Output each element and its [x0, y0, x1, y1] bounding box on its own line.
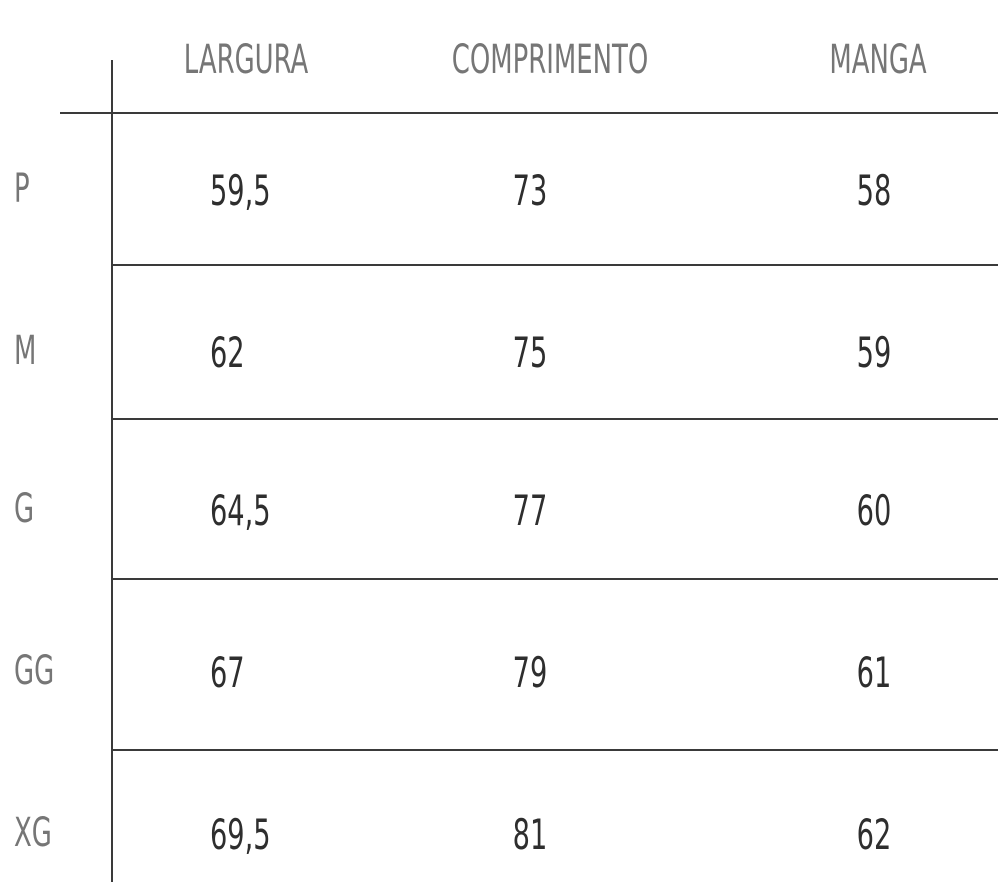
row-label-size: P: [14, 166, 30, 212]
cell-manga: 59: [856, 328, 892, 377]
cell-comprimento: 81: [512, 810, 548, 859]
cell-largura: 62: [210, 328, 245, 377]
cell-manga: 61: [856, 648, 892, 697]
cell-largura: 67: [210, 648, 245, 697]
cell-manga: 58: [856, 166, 892, 215]
cell-manga: 60: [856, 486, 892, 535]
row-divider: [111, 749, 998, 751]
row-divider: [111, 578, 998, 580]
row-divider: [111, 418, 998, 420]
cell-comprimento: 75: [512, 328, 548, 377]
cell-largura: 69,5: [210, 810, 271, 859]
cell-largura: 64,5: [210, 486, 271, 535]
cell-comprimento: 77: [512, 486, 548, 535]
vertical-divider: [111, 60, 113, 882]
row-label-size: M: [14, 328, 37, 374]
column-header-largura: LARGURA: [183, 37, 309, 83]
row-label-size: GG: [14, 648, 55, 694]
column-header-comprimento: COMPRIMENTO: [451, 37, 649, 83]
header-divider: [60, 112, 998, 114]
cell-comprimento: 73: [512, 166, 548, 215]
row-label-size: XG: [14, 810, 52, 856]
cell-manga: 62: [856, 810, 892, 859]
row-label-size: G: [14, 486, 35, 532]
column-header-manga: MANGA: [829, 37, 927, 83]
row-divider: [111, 264, 998, 266]
cell-comprimento: 79: [512, 648, 548, 697]
cell-largura: 59,5: [210, 166, 271, 215]
